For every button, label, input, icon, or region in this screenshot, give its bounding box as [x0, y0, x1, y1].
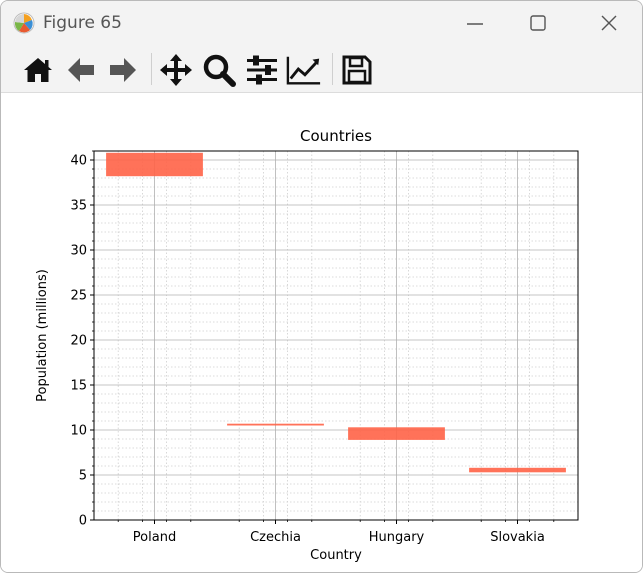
maximize-button[interactable] [526, 11, 550, 35]
close-button[interactable] [597, 11, 621, 35]
y-tick-label: 40 [70, 154, 87, 169]
toolbar-separator [332, 53, 333, 85]
edit-curve-button[interactable] [286, 53, 322, 87]
bar-chart: 0 5 10 15 20 25 30 35 40 Poland Czechia Hungary Slo… [35, 127, 579, 563]
minimize-icon [467, 23, 483, 25]
save-icon [342, 55, 372, 85]
pan-button[interactable] [158, 53, 194, 87]
figure-canvas: 0 5 10 15 20 25 30 35 40 Poland Czechia Hungary Slo… [1, 93, 642, 572]
close-icon [601, 15, 617, 31]
subplots-button[interactable] [244, 53, 280, 87]
back-button[interactable] [63, 53, 99, 87]
title-bar: Figure 65 [1, 1, 642, 45]
toolbar-separator [151, 53, 152, 85]
bar-poland [106, 152, 203, 177]
matplotlib-logo-icon [13, 12, 35, 34]
x-ticks: Poland Czechia Hungary Slovakia [117, 520, 555, 545]
y-tick-label: 5 [79, 469, 87, 484]
axes-frame [93, 150, 579, 521]
home-icon [24, 58, 52, 82]
x-tick-label: Slovakia [490, 530, 545, 545]
edit-curve-icon [286, 56, 321, 85]
bar-hungary [348, 427, 445, 440]
y-axis-label: Population (millions) [35, 269, 50, 402]
y-tick-label: 10 [70, 424, 87, 439]
y-tick-label: 20 [70, 334, 87, 349]
maximize-icon [530, 15, 546, 31]
window-title: Figure 65 [43, 13, 122, 33]
minor-grid [94, 150, 578, 520]
y-ticks: 0 5 10 15 20 25 30 35 40 [70, 150, 94, 529]
y-tick-label: 0 [79, 514, 87, 529]
bars [106, 152, 566, 473]
back-arrow-icon [68, 58, 94, 82]
pan-icon [160, 54, 192, 86]
x-tick-label: Poland [133, 530, 176, 545]
forward-arrow-icon [110, 58, 136, 82]
bar-slovakia [469, 467, 566, 473]
chart-title: Countries [300, 127, 372, 145]
y-tick-label: 15 [70, 379, 87, 394]
x-tick-label: Czechia [250, 530, 301, 545]
y-tick-label: 25 [70, 289, 87, 304]
navigation-toolbar [1, 45, 642, 93]
bar-czechia [227, 423, 324, 426]
zoom-button[interactable] [201, 53, 237, 87]
x-tick-label: Hungary [369, 530, 425, 545]
home-button[interactable] [20, 53, 56, 87]
major-grid [94, 151, 578, 521]
zoom-icon [203, 54, 236, 87]
minimize-button[interactable] [463, 11, 487, 35]
y-tick-label: 35 [70, 199, 87, 214]
x-axis-label: Country [310, 548, 362, 563]
save-button[interactable] [339, 53, 375, 87]
forward-button[interactable] [105, 53, 141, 87]
subplots-icon [247, 55, 277, 85]
y-tick-label: 30 [70, 244, 87, 259]
